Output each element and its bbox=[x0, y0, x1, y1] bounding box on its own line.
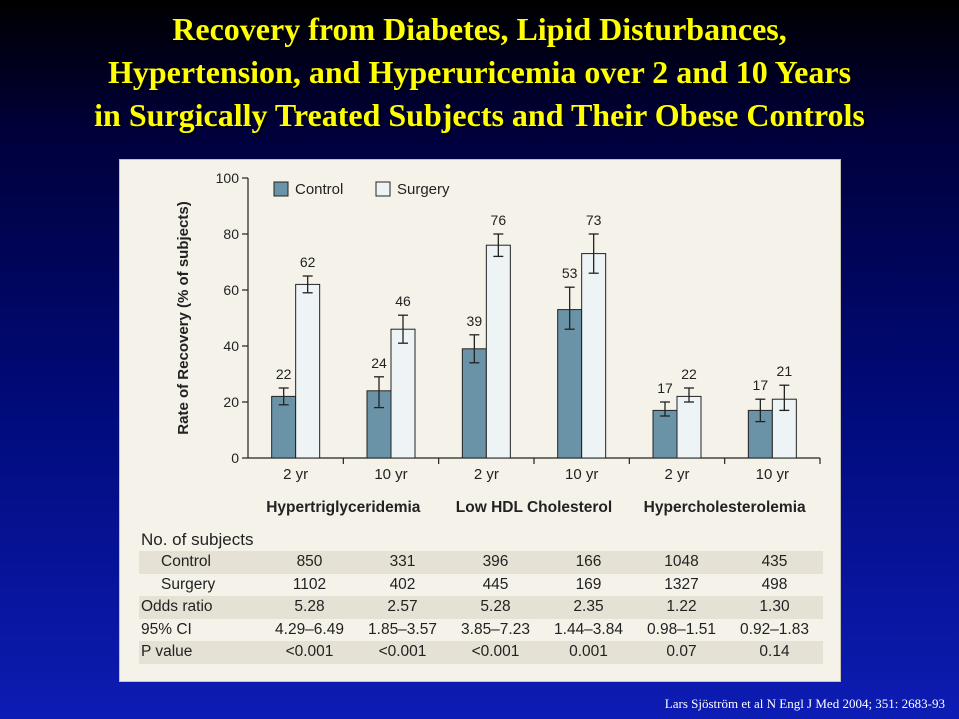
control-data-label: 39 bbox=[467, 313, 483, 329]
y-tick-label: 80 bbox=[223, 226, 239, 242]
subjects-table: No. of subjects Control 850 331 396 166 1048 4… bbox=[139, 529, 823, 664]
surgery-data-label: 76 bbox=[491, 212, 507, 228]
table-cell: <0.001 bbox=[378, 643, 427, 660]
table-cell: 331 bbox=[389, 553, 416, 570]
x-tick-label: 10 yr bbox=[565, 466, 598, 483]
control-bar bbox=[271, 395, 297, 459]
surgery-data-label: 62 bbox=[300, 254, 316, 270]
table-header: No. of subjects bbox=[141, 530, 254, 549]
title-line-3: in Surgically Treated Subjects and Their… bbox=[94, 97, 865, 133]
group-label: Hypertriglyceridemia bbox=[266, 499, 421, 516]
table-cell: 1048 bbox=[664, 553, 699, 570]
surgery-bar bbox=[295, 283, 321, 459]
control-data-label: 17 bbox=[753, 377, 769, 393]
surgery-data-label: 73 bbox=[586, 212, 602, 228]
control-bar bbox=[557, 309, 583, 459]
table-row-label: P value bbox=[141, 643, 193, 660]
table-cell: 435 bbox=[761, 553, 788, 570]
table-cell: 1327 bbox=[664, 575, 699, 593]
table-cell: 396 bbox=[482, 553, 509, 570]
table-cell: 0.92–1.83 bbox=[740, 620, 809, 638]
table-cell: 498 bbox=[761, 575, 788, 593]
group-label: Low HDL Cholesterol bbox=[456, 499, 612, 516]
table-cell: 2.35 bbox=[573, 598, 604, 615]
surgery-data-label: 21 bbox=[777, 363, 793, 379]
surgery-bar bbox=[676, 395, 702, 459]
table-cell: 2.57 bbox=[387, 598, 418, 615]
x-tick-label: 2 yr bbox=[474, 466, 499, 483]
control-data-label: 17 bbox=[657, 380, 673, 396]
control-data-label: 24 bbox=[371, 355, 387, 371]
table-row: Control 850 331 396 166 1048 435 bbox=[139, 551, 823, 574]
control-bar bbox=[461, 348, 487, 459]
y-tick-label: 0 bbox=[231, 450, 239, 466]
control-bar bbox=[366, 390, 392, 459]
citation: Lars Sjöström et al N Engl J Med 2004; 3… bbox=[664, 696, 945, 711]
table-row: 95% CI 4.29–6.49 1.85–3.57 3.85–7.23 1.44–3.… bbox=[139, 619, 823, 642]
table-cell: <0.001 bbox=[471, 643, 520, 660]
table-cell: 5.28 bbox=[294, 598, 325, 615]
table-row-label: 95% CI bbox=[141, 620, 192, 638]
control-data-label: 53 bbox=[562, 265, 578, 281]
surgery-bar bbox=[390, 328, 416, 459]
table-row-label: Control bbox=[161, 553, 211, 570]
y-tick-label: 100 bbox=[216, 170, 240, 186]
legend-swatch-surgery bbox=[375, 181, 391, 197]
table-cell: 1.44–3.84 bbox=[554, 620, 623, 638]
bar-chart: 0 20 40 60 80 100 Rate of Recovery (% of subje… bbox=[175, 170, 821, 516]
surgery-data-label: 22 bbox=[681, 366, 697, 382]
table-cell: 850 bbox=[296, 553, 323, 570]
table-cell: 5.28 bbox=[480, 598, 511, 615]
table-cell: 1.30 bbox=[759, 598, 790, 615]
figure-panel: 0 20 40 60 80 100 Rate of Recovery (% of subje… bbox=[119, 159, 841, 682]
slide-title: Recovery from Diabetes, Lipid Disturbanc… bbox=[0, 8, 959, 137]
control-bar bbox=[652, 409, 678, 459]
surgery-data-label: 46 bbox=[395, 293, 411, 309]
surgery-bar bbox=[581, 253, 607, 459]
table-cell: 3.85–7.23 bbox=[461, 620, 530, 638]
table-cell: 4.29–6.49 bbox=[275, 620, 344, 638]
y-tick-label: 60 bbox=[223, 282, 239, 298]
table-cell: 402 bbox=[389, 575, 416, 593]
legend-swatch-control bbox=[273, 181, 289, 197]
title-line-1: Recovery from Diabetes, Lipid Disturbanc… bbox=[172, 11, 787, 47]
title-line-2: Hypertension, and Hyperuricemia over 2 a… bbox=[107, 54, 852, 90]
group-label: Hypercholesterolemia bbox=[644, 499, 806, 516]
x-tick-label: 10 yr bbox=[374, 466, 407, 483]
table-row: Odds ratio 5.28 2.57 5.28 2.35 1.22 1.30 bbox=[139, 596, 823, 619]
legend-label-control: Control bbox=[295, 181, 343, 198]
table-cell: 0.14 bbox=[759, 643, 790, 660]
x-tick-label: 2 yr bbox=[664, 466, 689, 483]
table-cell: 0.001 bbox=[569, 643, 608, 660]
table-cell: 166 bbox=[575, 553, 602, 570]
table-cell: 0.07 bbox=[666, 643, 697, 660]
table-cell: 1.22 bbox=[666, 598, 697, 615]
control-data-label: 22 bbox=[276, 366, 292, 382]
table-cell: 1.85–3.57 bbox=[368, 620, 437, 638]
x-tick-label: 2 yr bbox=[283, 466, 308, 483]
table-cell: 0.98–1.51 bbox=[647, 620, 716, 638]
table-row: P value <0.001 <0.001 <0.001 0.001 0.07 0.14 bbox=[139, 641, 823, 664]
legend-label-surgery: Surgery bbox=[397, 181, 450, 198]
table-row-label: Odds ratio bbox=[141, 598, 213, 615]
y-tick-label: 20 bbox=[223, 394, 239, 410]
table-cell: <0.001 bbox=[285, 643, 334, 660]
y-tick-label: 40 bbox=[223, 338, 239, 354]
table-cell: 169 bbox=[575, 575, 602, 593]
table-cell: 1102 bbox=[292, 575, 327, 593]
table-row-label: Surgery bbox=[161, 575, 216, 593]
table-cell: 445 bbox=[482, 575, 509, 593]
x-tick-label: 10 yr bbox=[756, 466, 789, 483]
y-axis-title: Rate of Recovery (% of subjects) bbox=[175, 201, 192, 434]
surgery-bar bbox=[485, 244, 511, 459]
table-row: Surgery 1102 402 445 169 1327 498 bbox=[139, 574, 823, 597]
